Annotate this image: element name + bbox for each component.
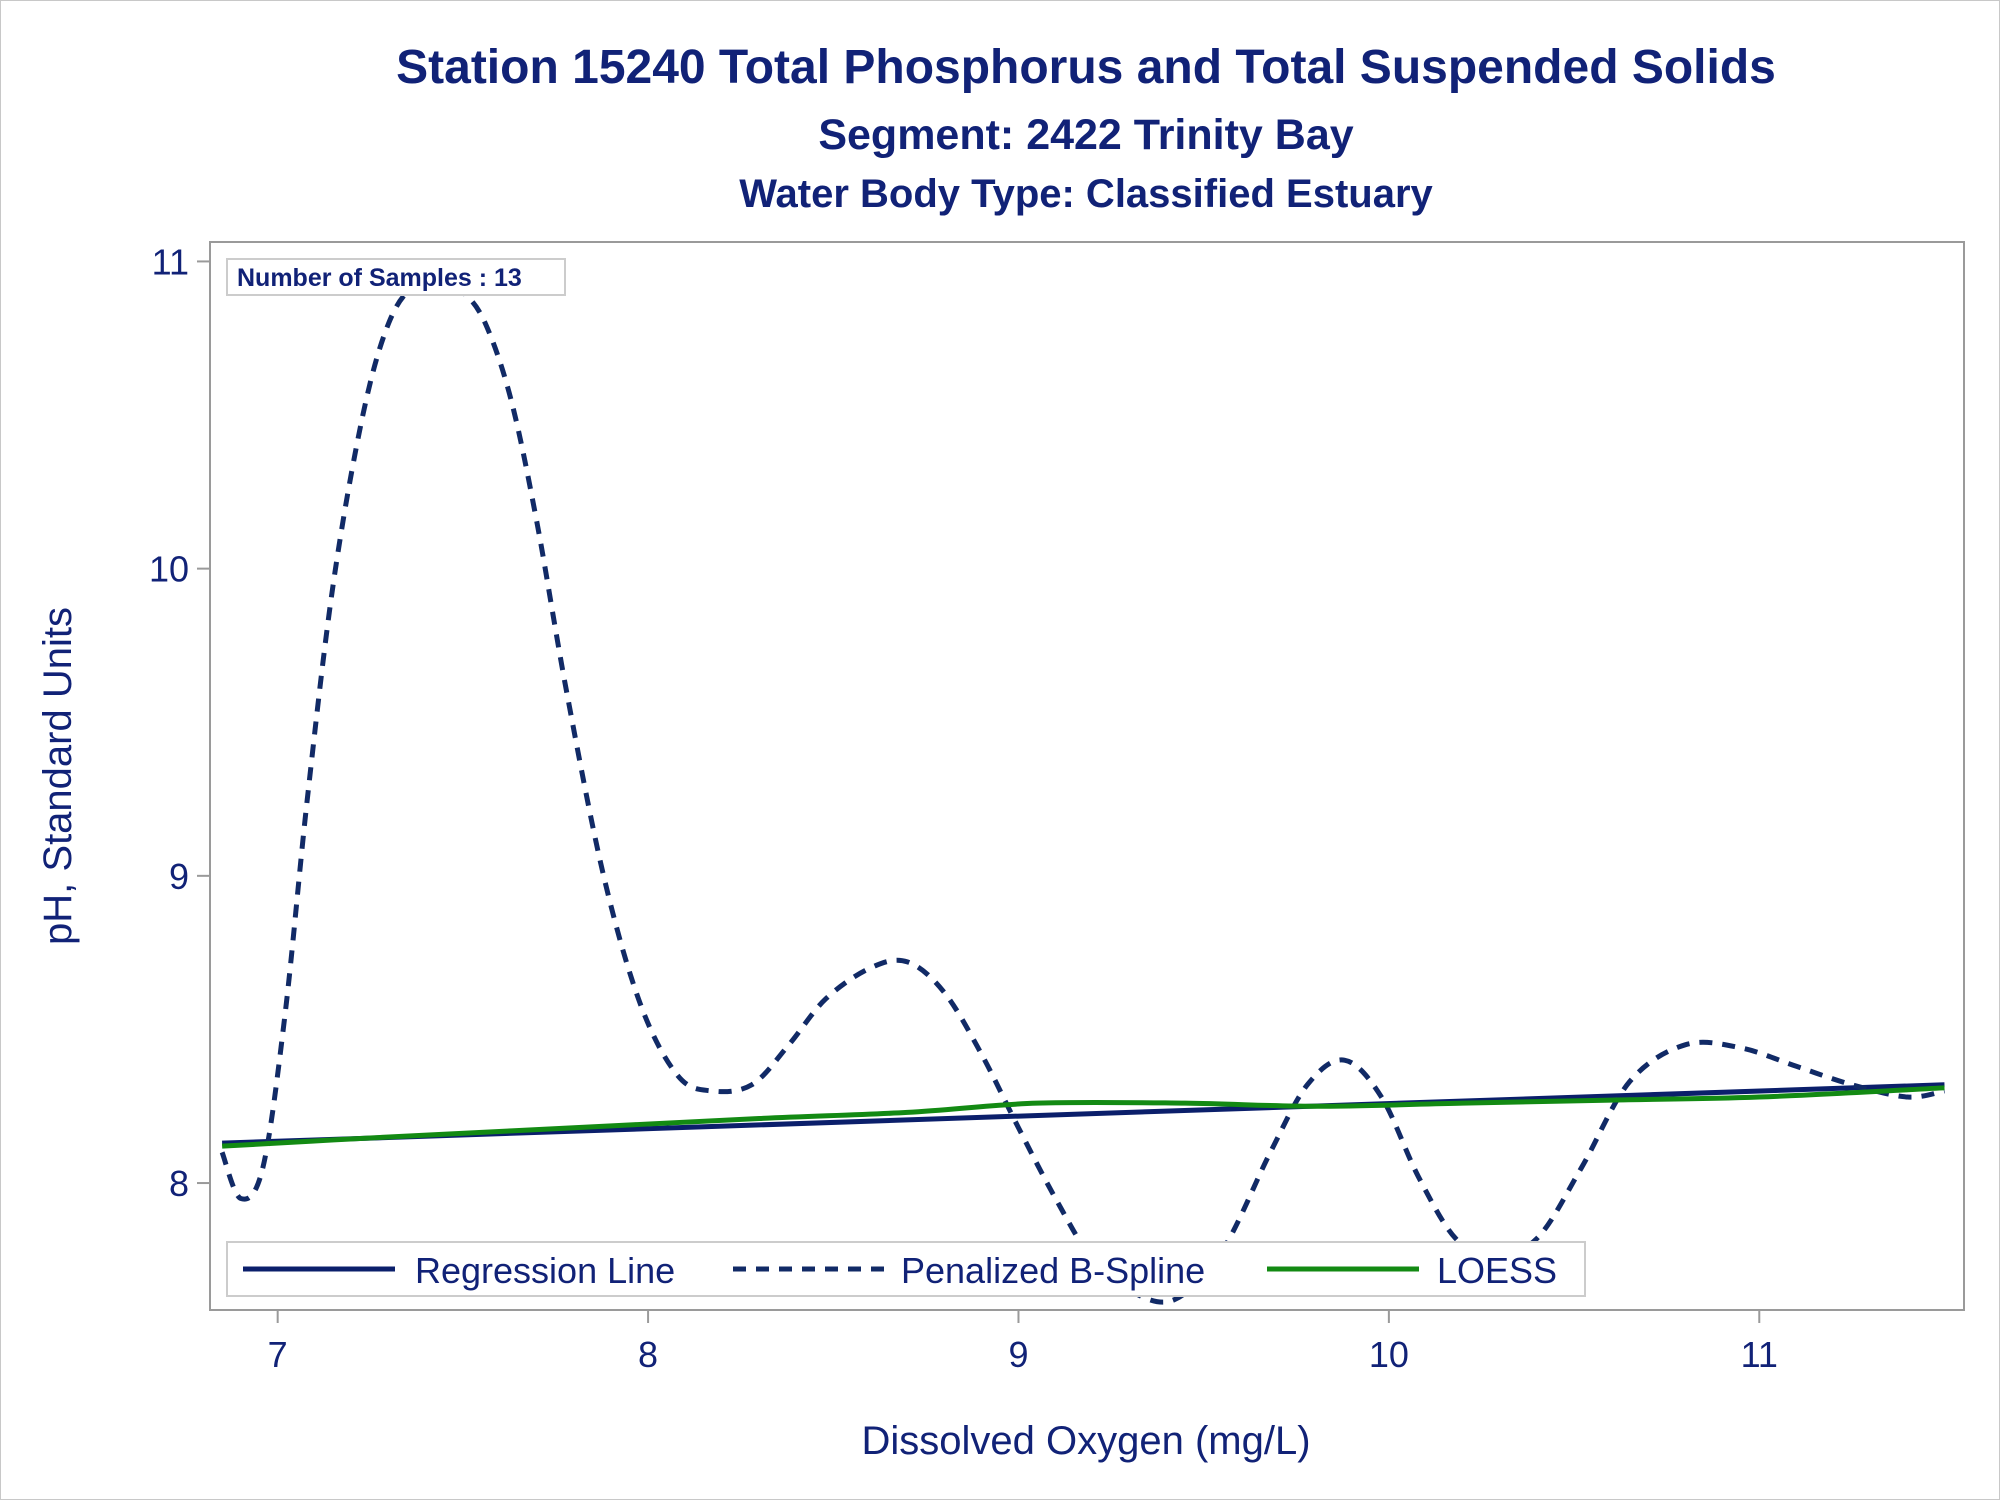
plot-area — [209, 241, 1965, 1311]
legend-label-regression: Regression Line — [415, 1250, 675, 1291]
samples-count-box: Number of Samples : 13 — [226, 258, 566, 296]
x-tick-label: 9 — [1008, 1334, 1028, 1375]
series-layer — [219, 280, 1946, 1305]
chart-subtitle: Segment: 2422 Trinity Bay — [818, 111, 1353, 159]
chart-title: Station 15240 Total Phosphorus and Total… — [396, 41, 1776, 94]
x-tick-label: 11 — [1741, 1334, 1778, 1375]
x-axis: 7 8 9 10 11 — [268, 1309, 1778, 1375]
legend-label-loess: LOESS — [1437, 1250, 1557, 1291]
y-tick-label: 11 — [152, 241, 189, 282]
y-tick-label: 8 — [169, 1163, 189, 1204]
samples-count-label: Number of Samples : 13 — [237, 264, 522, 292]
penalized-b-spline-line — [219, 280, 1946, 1305]
chart-subtitle-2: Water Body Type: Classified Estuary — [739, 172, 1433, 216]
legend: Regression Line Penalized B-Spline LOESS — [226, 1241, 1586, 1297]
x-tick-label: 10 — [1369, 1334, 1409, 1375]
y-tick-label: 10 — [149, 549, 189, 590]
y-axis-label: pH, Standard Units — [36, 607, 80, 945]
loess-line — [221, 1085, 1945, 1149]
y-axis: 8 9 10 11 — [149, 241, 211, 1204]
x-tick-label: 7 — [268, 1334, 288, 1375]
x-tick-label: 8 — [638, 1334, 658, 1375]
y-tick-label: 9 — [169, 856, 189, 897]
x-axis-label: Dissolved Oxygen (mg/L) — [861, 1419, 1310, 1463]
legend-label-spline: Penalized B-Spline — [901, 1250, 1205, 1291]
